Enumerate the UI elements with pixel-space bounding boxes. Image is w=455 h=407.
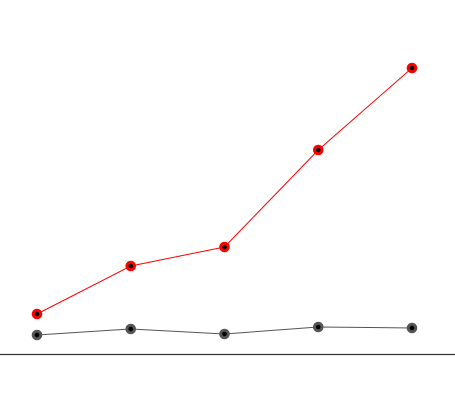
point-marker <box>312 144 324 156</box>
point-marker <box>31 329 43 341</box>
point-marker <box>31 308 43 320</box>
point-marker <box>406 322 418 334</box>
point-marker <box>406 62 418 74</box>
point-marker <box>125 323 137 335</box>
point-marker <box>219 328 230 340</box>
point-marker <box>219 241 230 253</box>
point-marker <box>125 260 137 272</box>
series-line <box>36 67 413 315</box>
point-marker <box>312 321 324 333</box>
